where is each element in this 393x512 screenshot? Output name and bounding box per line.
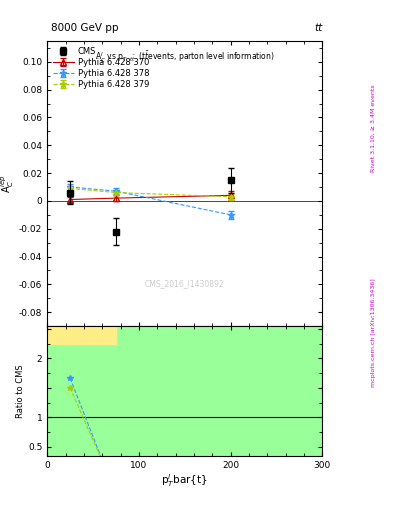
Text: 8000 GeV pp: 8000 GeV pp xyxy=(51,23,119,33)
Text: mcplots.cern.ch [arXiv:1306.3436]: mcplots.cern.ch [arXiv:1306.3436] xyxy=(371,279,376,387)
Y-axis label: Ratio to CMS: Ratio to CMS xyxy=(16,364,25,418)
Text: tt: tt xyxy=(314,23,322,33)
X-axis label: p$_T^l$bar{t}: p$_T^l$bar{t} xyxy=(162,472,208,489)
Legend: CMS, Pythia 6.428 370, Pythia 6.428 378, Pythia 6.428 379: CMS, Pythia 6.428 370, Pythia 6.428 378,… xyxy=(51,45,151,91)
Text: A$_C^l$ vs p$_{T,\,t\bar{t}}$  (t$\bar{t}$events, parton level information): A$_C^l$ vs p$_{T,\,t\bar{t}}$ (t$\bar{t}… xyxy=(95,50,275,65)
Text: CMS_2016_I1430892: CMS_2016_I1430892 xyxy=(145,279,224,288)
Y-axis label: A$_C^{lep}$: A$_C^{lep}$ xyxy=(0,174,16,193)
Text: Rivet 3.1.10, ≥ 3.4M events: Rivet 3.1.10, ≥ 3.4M events xyxy=(371,84,376,172)
